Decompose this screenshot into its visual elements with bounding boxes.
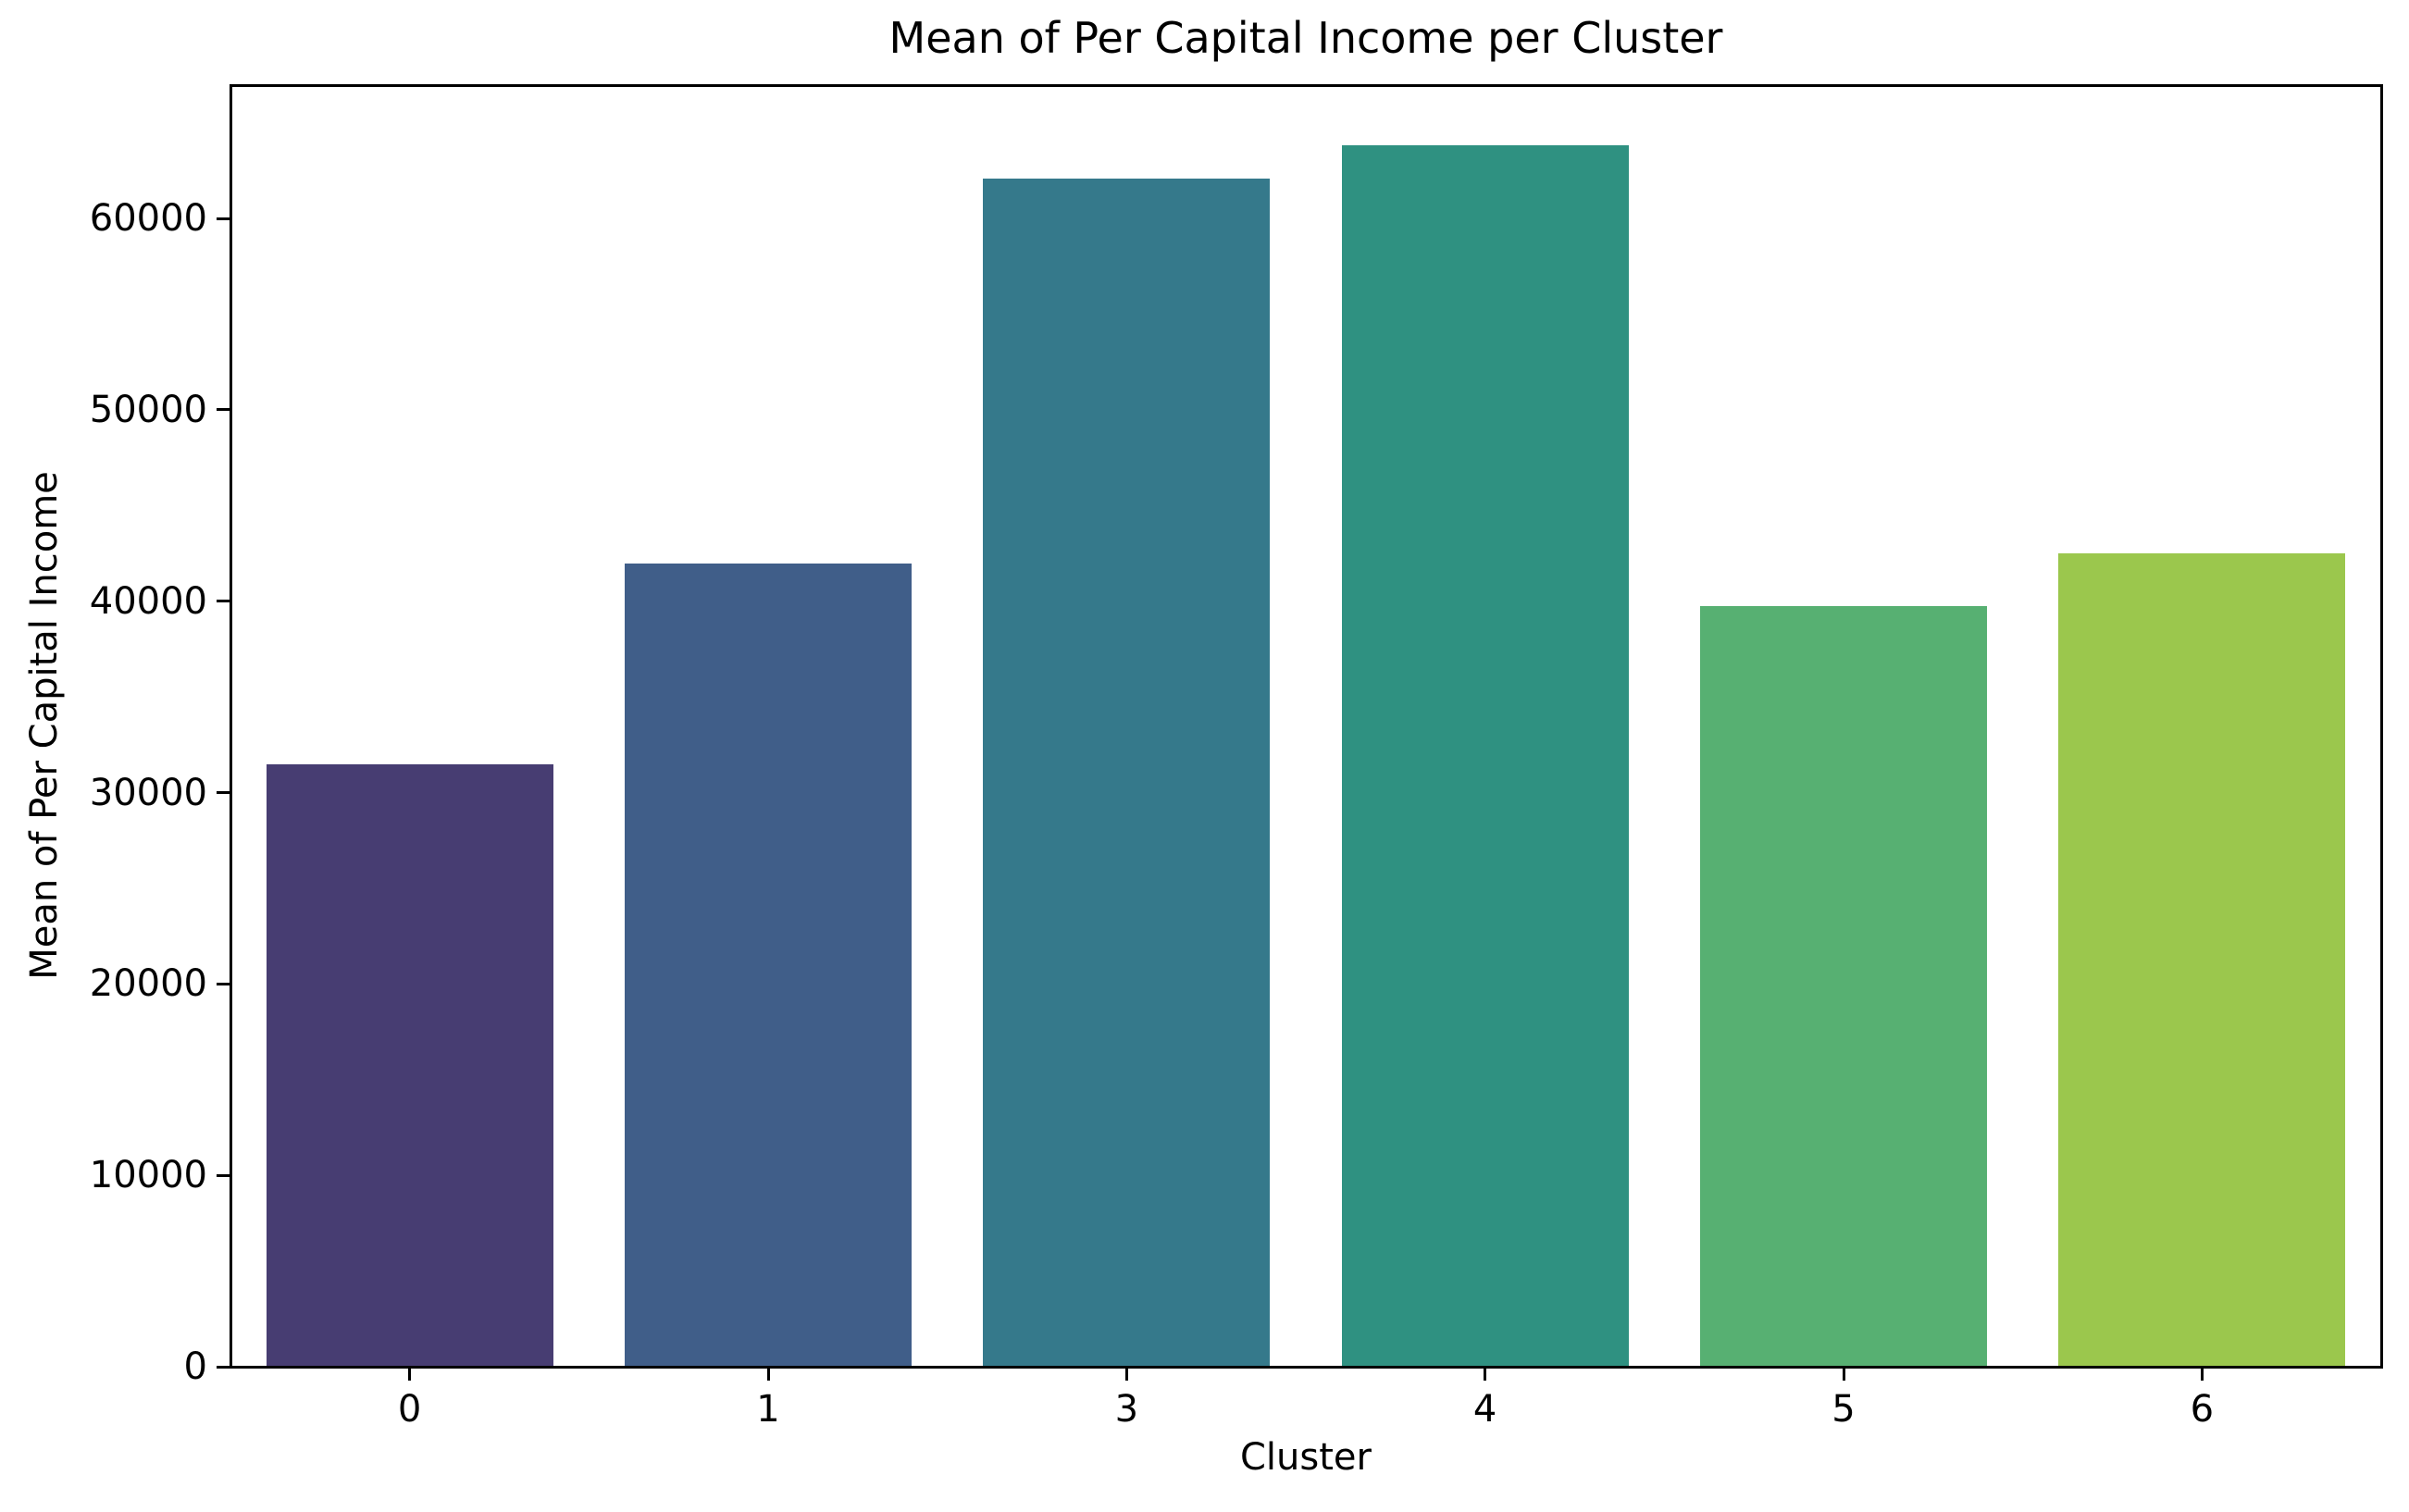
x-tick-mark	[1842, 1369, 1845, 1381]
bar-cluster-6	[2058, 553, 2346, 1367]
y-tick-mark	[217, 982, 230, 985]
y-tick-label: 30000	[89, 771, 207, 814]
bar-cluster-3	[983, 178, 1271, 1367]
bar-cluster-4	[1341, 144, 1629, 1367]
x-tick-label: 5	[1832, 1388, 1856, 1431]
x-tick-mark	[1124, 1369, 1128, 1381]
x-tick-mark	[2200, 1369, 2204, 1381]
x-tick-mark	[408, 1369, 412, 1381]
x-tick-mark	[1484, 1369, 1487, 1381]
y-tick-mark	[217, 217, 230, 220]
y-tick-label: 40000	[89, 579, 207, 623]
y-tick-mark	[217, 791, 230, 795]
x-tick-label: 4	[1472, 1388, 1497, 1431]
plot-area	[230, 84, 2383, 1369]
y-tick-label: 0	[183, 1345, 207, 1388]
bar-cluster-1	[625, 564, 912, 1367]
y-tick-label: 60000	[89, 197, 207, 241]
y-tick-label: 50000	[89, 388, 207, 431]
x-tick-mark	[766, 1369, 770, 1381]
y-tick-mark	[217, 1365, 230, 1369]
x-tick-label: 1	[756, 1388, 780, 1431]
x-axis-label: Cluster	[1240, 1436, 1372, 1479]
y-tick-mark	[217, 600, 230, 603]
x-tick-label: 3	[1114, 1388, 1139, 1431]
y-tick-label: 20000	[89, 962, 207, 1006]
y-tick-mark	[217, 408, 230, 412]
x-tick-label: 6	[2190, 1388, 2215, 1431]
x-tick-label: 0	[397, 1388, 422, 1431]
y-tick-mark	[217, 1173, 230, 1177]
bar-cluster-0	[266, 763, 553, 1367]
y-tick-label: 10000	[89, 1154, 207, 1197]
bar-cluster-5	[1700, 605, 1987, 1367]
chart-title: Mean of Per Capital Income per Cluster	[888, 13, 1723, 63]
